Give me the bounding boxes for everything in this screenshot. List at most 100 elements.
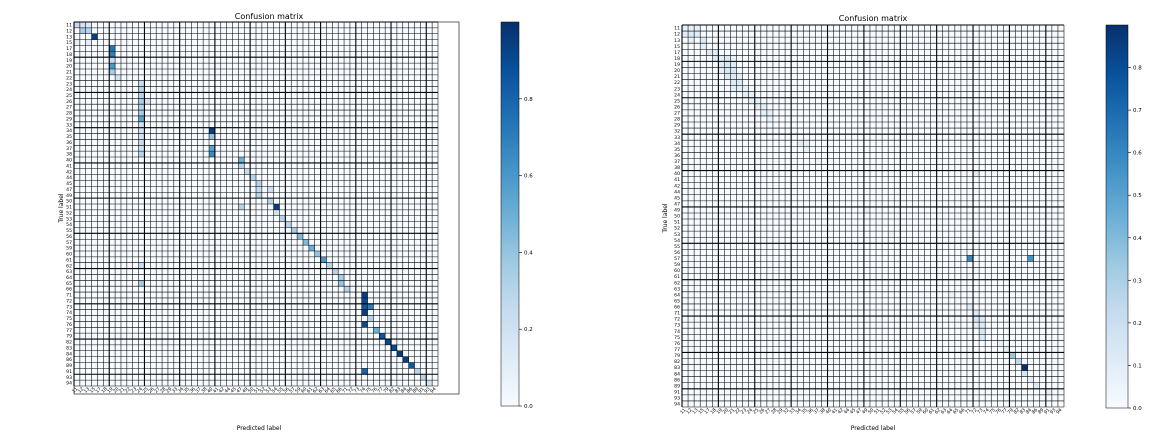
x-tick-label: 89: [411, 386, 419, 394]
x-tick-label: 60: [300, 386, 308, 394]
x-tick-label: 11: [679, 407, 687, 415]
x-tick-label: 65: [329, 386, 337, 394]
colorbar-tick-label: 0.6: [1133, 151, 1142, 157]
heatmap-cell: [694, 31, 701, 38]
x-tick-label: 77: [1000, 407, 1008, 415]
heatmap-cell: [888, 231, 895, 238]
y-tick-label: 44: [66, 175, 72, 181]
x-tick-label: 29: [165, 386, 173, 394]
heatmap-cell: [730, 61, 737, 68]
y-tick-label: 12: [66, 28, 72, 34]
x-tick-label: 91: [417, 386, 425, 394]
heatmap-cell: [760, 109, 767, 116]
x-tick-label: 24: [136, 386, 144, 394]
heatmap-cell: [332, 268, 339, 275]
x-tick-label: 25: [141, 386, 149, 394]
heatmap-cell: [291, 227, 298, 234]
heatmap-cell: [273, 209, 280, 216]
y-tick-label: 56: [66, 234, 72, 240]
y-tick-label: 11: [674, 26, 680, 32]
heatmap-cell: [718, 61, 725, 68]
colorbar-tick-label: 0.0: [1133, 406, 1142, 412]
y-tick-label: 49: [66, 193, 72, 199]
heatmap-cell: [712, 49, 719, 56]
x-tick-label: 52: [259, 386, 267, 394]
y-tick-label: 60: [66, 252, 72, 258]
x-tick-label: 40: [206, 386, 214, 394]
y-tick-label: 51: [66, 205, 72, 211]
y-tick-label: 40: [674, 171, 680, 177]
x-tick-label: 20: [722, 407, 730, 415]
x-tick-label: 59: [916, 407, 924, 415]
y-tick-label: 27: [66, 105, 72, 111]
heatmap-cell: [361, 297, 368, 304]
heatmap-cell: [367, 303, 374, 310]
x-tick-label: 24: [746, 407, 754, 415]
y-tick-label: 15: [674, 44, 680, 50]
heatmap-cell: [256, 186, 262, 193]
x-tick-label: 22: [734, 407, 742, 415]
x-tick-label: 37: [194, 386, 202, 394]
x-tick-label: 26: [758, 407, 766, 415]
y-tick-label: 38: [674, 165, 680, 171]
heatmap-cell: [138, 280, 145, 287]
x-axis-label: Predicted label: [237, 425, 282, 432]
y-tick-label: 20: [66, 64, 72, 70]
y-tick-label: 57: [674, 256, 680, 262]
x-tick-label: 12: [77, 386, 85, 394]
x-tick-label: 33: [788, 407, 796, 415]
heatmap-cell: [748, 97, 755, 104]
heatmap-cell: [736, 79, 743, 86]
y-tick-label: 86: [66, 357, 72, 363]
heatmap-cell: [730, 67, 737, 74]
y-tick-label: 17: [66, 46, 72, 52]
y-tick-label: 41: [674, 177, 680, 183]
x-tick-label: 38: [819, 407, 827, 415]
heatmap-cell: [682, 25, 689, 32]
y-tick-label: 93: [66, 375, 72, 381]
heatmap-cell: [109, 63, 116, 69]
heatmap-cell: [138, 86, 145, 93]
heatmap-cell: [385, 339, 392, 345]
heatmap-cell: [138, 121, 145, 128]
x-tick-label: 73: [976, 407, 984, 415]
y-tick-label: 75: [66, 316, 72, 322]
y-tick-label: 23: [66, 81, 72, 87]
x-tick-label: 23: [740, 407, 748, 415]
x-tick-label: 33: [171, 386, 179, 394]
x-tick-label: 57: [909, 407, 917, 415]
chart-title: Confusion matrix: [235, 12, 304, 21]
heatmap-cell: [682, 31, 689, 38]
x-tick-label: 75: [988, 407, 996, 415]
y-axis-label: True label: [662, 203, 669, 233]
y-tick-label: 54: [66, 222, 72, 228]
x-tick-label: 18: [709, 407, 717, 415]
heatmap-cell: [688, 37, 695, 44]
heatmap-right: 1111121213131515171718181919202021212222…: [674, 24, 1065, 416]
heatmap-cell: [815, 158, 822, 165]
heatmap-cell: [209, 151, 215, 158]
heatmap-cell: [109, 68, 116, 75]
heatmap-cell: [85, 22, 92, 28]
heatmap-cell: [138, 110, 145, 116]
x-tick-label: 15: [89, 386, 97, 394]
y-tick-label: 73: [66, 304, 72, 310]
x-tick-label: 28: [159, 386, 167, 394]
x-tick-label: 50: [867, 407, 875, 415]
x-tick-label: 53: [265, 386, 273, 394]
y-tick-label: 13: [674, 38, 680, 44]
y-tick-label: 64: [66, 275, 72, 281]
y-tick-label: 57: [66, 240, 72, 246]
heatmap-cell: [256, 180, 262, 187]
x-tick-label: 79: [382, 386, 390, 394]
heatmap-cell: [966, 255, 974, 262]
heatmap-cell: [754, 97, 761, 104]
heatmap-cell: [1045, 388, 1052, 395]
y-tick-label: 23: [674, 86, 680, 92]
heatmap-cell: [396, 350, 403, 357]
confusion-matrix-right: Confusion matrix True label Predicted la…: [662, 14, 1142, 432]
x-tick-label: 13: [691, 407, 699, 415]
heatmap-cell: [863, 206, 870, 213]
heatmap-cell: [718, 55, 725, 62]
x-tick-label: 41: [212, 386, 220, 394]
